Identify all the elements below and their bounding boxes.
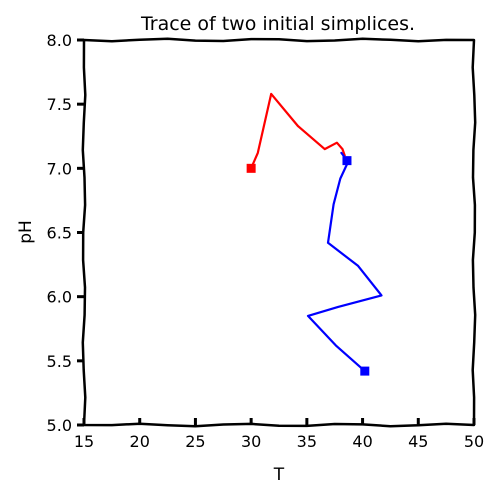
axis-ticks: 15 20 25 30 35 40 45 50 5.0 5.5 6.0 6.5 7.0 7.5 8.0 bbox=[47, 31, 485, 451]
series-0-start-marker bbox=[246, 163, 256, 173]
x-tick-label: 45 bbox=[408, 432, 428, 451]
x-tick-label: 15 bbox=[74, 432, 94, 451]
x-tick-label: 25 bbox=[185, 432, 205, 451]
y-tick-label: 7.5 bbox=[47, 95, 72, 114]
series-1-line bbox=[306, 151, 383, 373]
series-0-line bbox=[250, 92, 346, 170]
x-tick-label: 30 bbox=[241, 432, 261, 451]
x-tick-label: 35 bbox=[297, 432, 317, 451]
y-tick-label: 6.0 bbox=[47, 288, 72, 307]
y-tick-label: 6.5 bbox=[47, 224, 72, 243]
x-axis-label: T bbox=[273, 465, 285, 485]
x-tick-label: 50 bbox=[464, 432, 484, 451]
y-tick-label: 8.0 bbox=[47, 31, 72, 50]
series-1-start-marker bbox=[360, 366, 370, 376]
y-tick-label: 7.0 bbox=[47, 159, 72, 178]
x-tick-label: 40 bbox=[352, 432, 372, 451]
chart-title: Trace of two initial simplices. bbox=[140, 13, 415, 35]
series-group bbox=[246, 92, 383, 376]
plot-frame bbox=[81, 37, 477, 428]
series-1-end-marker bbox=[342, 156, 352, 166]
x-tick-label: 20 bbox=[130, 432, 150, 451]
y-axis-label: pH bbox=[16, 220, 36, 244]
y-tick-label: 5.5 bbox=[47, 352, 72, 371]
y-tick-label: 5.0 bbox=[47, 416, 72, 435]
